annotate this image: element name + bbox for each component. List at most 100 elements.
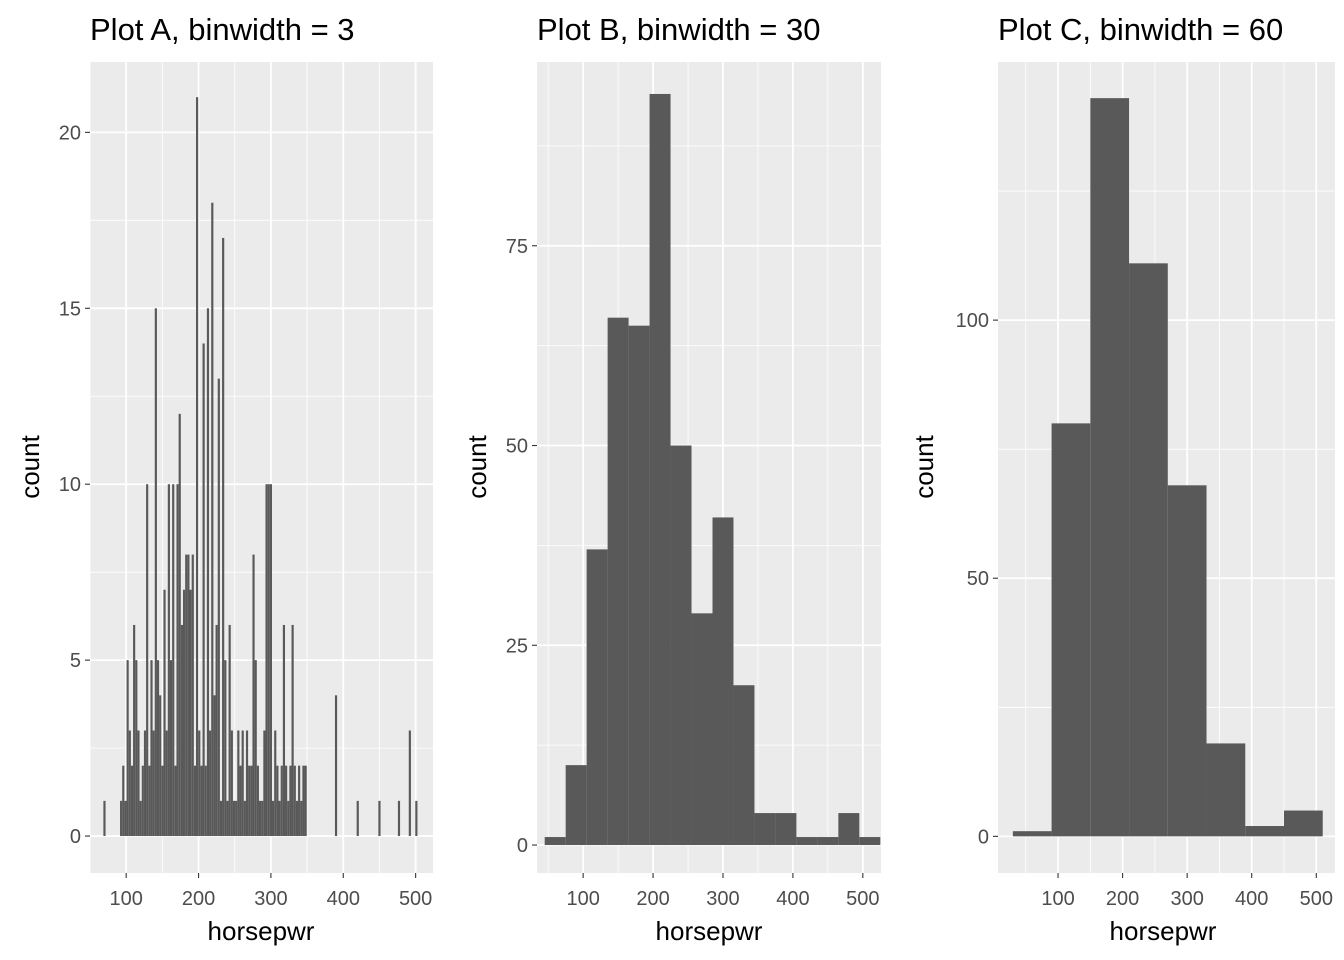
plot-b-bar <box>544 837 566 846</box>
plot-a-bar <box>235 800 238 837</box>
plot-a-bar <box>103 800 106 837</box>
plot-c-bar <box>1283 810 1323 837</box>
plot-a-bar <box>193 765 197 837</box>
plot-a-bar <box>397 800 401 837</box>
plot-b-bar <box>838 813 860 846</box>
plot-a-bar <box>274 730 277 837</box>
plot-a-bar <box>143 730 147 837</box>
plot-a-bar <box>189 589 192 837</box>
plot-a-bar <box>150 660 153 837</box>
plot-a-bar <box>146 484 149 837</box>
plot-b-bar <box>691 613 713 846</box>
plot-a-x-tick-label: 200 <box>182 888 215 910</box>
plot-a-bar <box>122 765 125 837</box>
plot-a-bar <box>219 800 223 837</box>
plot-a-bar <box>163 589 166 837</box>
plot-a-bar <box>248 765 251 837</box>
plot-a-x-tick-label: 100 <box>109 888 142 910</box>
plot-c-x-tick-label: 200 <box>1106 888 1139 910</box>
plot-a-bar <box>167 484 170 837</box>
plot-c-bar <box>1245 826 1284 837</box>
plot-a-bar <box>239 765 242 837</box>
plot-b-x-tick-label: 200 <box>636 888 669 910</box>
plot-a-bar <box>196 97 199 837</box>
plot-a-bar <box>250 765 253 837</box>
plot-a-bar <box>295 800 299 837</box>
plot-c-x-tick-label: 400 <box>1235 888 1268 910</box>
plot-a-bar <box>230 730 233 837</box>
plot-a-bar <box>217 378 220 837</box>
plot-a-bar <box>130 765 134 837</box>
plot-b-x-tick-label: 100 <box>566 888 599 910</box>
plot-a-x-tick-label: 500 <box>399 888 432 910</box>
plot-a-bars <box>103 97 418 837</box>
plot-a-bar <box>256 765 259 837</box>
plot-c-x-tick-label: 300 <box>1170 888 1203 910</box>
plot-a-bar <box>120 800 123 837</box>
plot-a-bar <box>202 343 205 837</box>
plot-a-bar <box>356 800 359 837</box>
plot-a-bar <box>198 730 201 837</box>
plot-a-bar <box>169 660 173 837</box>
plot-c-y-axis: 0 50 100 <box>956 310 998 848</box>
plot-a-y-tick-label: 10 <box>59 474 81 496</box>
plot-c-x-label: horsepwr <box>1110 916 1217 946</box>
plot-c-title: Plot C, binwidth = 60 <box>998 12 1283 47</box>
plot-a-y-axis: 0 5 10 15 20 <box>59 122 90 848</box>
plot-a-title: Plot A, binwidth = 3 <box>90 12 355 47</box>
plot-a-bar <box>191 554 194 837</box>
plot-a-bar <box>289 765 292 837</box>
plot-a-bar <box>285 765 288 837</box>
plot-c-y-tick-label: 50 <box>967 568 989 590</box>
plot-b-x-label: horsepwr <box>656 916 763 946</box>
plot-a: Plot A, binwidth = 3 0 5 10 15 20 100 200 300 4… <box>15 12 433 946</box>
plot-a-bar <box>258 800 262 837</box>
plot-a-bar <box>267 484 270 837</box>
plot-a-bar <box>300 800 303 837</box>
plot-c-bar <box>1051 423 1091 837</box>
plot-a-bar <box>232 800 236 837</box>
plot-b-x-tick-label: 400 <box>776 888 809 910</box>
plot-a-bar <box>304 765 307 837</box>
plot-c-bar <box>1090 98 1130 837</box>
plot-a-bar <box>165 730 168 837</box>
plot-b-bar <box>712 517 734 846</box>
plot-a-bar <box>209 730 212 837</box>
plot-a-bar <box>137 730 140 837</box>
plot-a-bar <box>135 660 138 837</box>
plot-a-bar <box>161 765 164 837</box>
plot-b-bar <box>649 93 671 846</box>
plot-b-bar <box>586 549 608 846</box>
plot-a-x-tick-label: 400 <box>327 888 360 910</box>
plot-a-bar <box>126 660 129 837</box>
plot-a-bar <box>378 800 381 837</box>
plot-a-y-tick-label: 0 <box>70 826 81 848</box>
plot-c-y-label: count <box>909 434 939 498</box>
plot-b-bar <box>754 813 776 846</box>
plot-b-bar <box>817 837 839 846</box>
plot-a-bar <box>176 484 179 837</box>
plot-b-y-axis: 0 25 50 75 <box>506 236 537 857</box>
plot-b-bar <box>859 837 881 846</box>
plot-a-bar <box>159 695 162 837</box>
plot-a-bar <box>245 730 249 837</box>
plot-a-bar <box>334 695 338 837</box>
plot-b-y-tick-label: 50 <box>506 436 528 458</box>
plot-a-bar <box>211 202 214 837</box>
plot-a-bar <box>252 554 255 837</box>
plot-a-bar <box>408 730 411 837</box>
plot-b-bar <box>775 813 797 846</box>
plot-c-y-tick-label: 100 <box>956 310 989 332</box>
plot-c-x-tick-label: 500 <box>1300 888 1333 910</box>
plot-a-panel <box>90 62 433 873</box>
plot-c: Plot C, binwidth = 60 0 50 100 100 200 300 40… <box>909 12 1335 946</box>
plot-c-x-axis: 100 200 300 400 500 <box>1041 873 1333 910</box>
plot-a-x-axis: 100 200 300 400 500 <box>109 873 432 910</box>
plot-a-bar <box>254 660 257 837</box>
plot-a-y-tick-label: 15 <box>59 298 81 320</box>
plot-c-bars <box>1012 98 1323 837</box>
plot-a-bar <box>415 800 418 837</box>
plot-a-bar <box>271 800 275 837</box>
plot-a-bar <box>298 765 301 837</box>
plot-a-bar <box>243 800 246 837</box>
